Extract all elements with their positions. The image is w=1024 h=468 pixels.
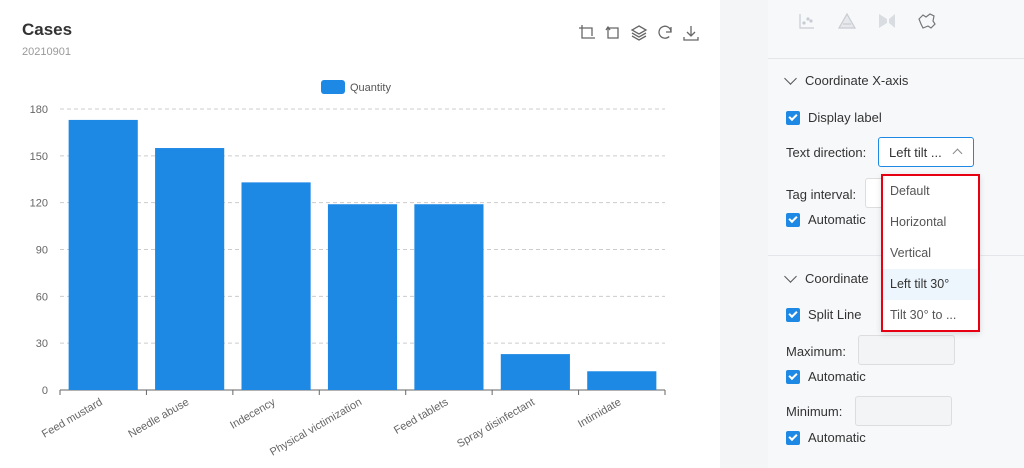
bar: [155, 148, 225, 390]
y-tick-label: 60: [36, 291, 48, 303]
x-tick-label: Spray disinfectant: [455, 396, 537, 450]
divider: [768, 58, 1024, 59]
yaxis-section-header[interactable]: Coordinate: [784, 270, 869, 286]
zoom-icon[interactable]: [577, 23, 597, 43]
maximum-automatic-checkbox[interactable]: [786, 369, 800, 384]
chart-toolbar: [577, 23, 701, 43]
minimum-input[interactable]: [855, 396, 952, 426]
maximum-automatic-text: Automatic: [808, 369, 866, 384]
minimum-automatic-text: Automatic: [808, 430, 866, 445]
y-tick-label: 180: [30, 104, 48, 116]
split-line-checkbox[interactable]: [786, 307, 800, 322]
chart-title: Cases: [22, 20, 73, 39]
maximum-label: Maximum:: [786, 344, 846, 359]
bar: [414, 204, 484, 390]
tag-interval-automatic-row[interactable]: Automatic: [786, 212, 866, 227]
minimum-label: Minimum:: [786, 404, 843, 419]
chart-area: Cases 20210901 0 30 60 90 120 150 180 Feed must…: [22, 20, 701, 459]
chart-type-icons: [796, 10, 938, 32]
x-tick-label: Feed tablets: [392, 396, 451, 437]
y-tick-label: 150: [30, 151, 48, 163]
y-tick-label: 30: [36, 338, 48, 350]
scatter-icon[interactable]: [796, 10, 818, 32]
bar: [587, 371, 657, 390]
minimum-automatic-row[interactable]: Automatic: [786, 430, 866, 445]
triangle-icon[interactable]: [836, 10, 858, 32]
chevron-down-icon: [784, 270, 797, 283]
y-tick-label: 120: [30, 198, 48, 210]
minimum-automatic-checkbox[interactable]: [786, 430, 800, 445]
bar: [241, 182, 311, 390]
display-label-row[interactable]: Display label: [786, 110, 882, 125]
bar: [68, 119, 138, 390]
chevron-down-icon: [784, 72, 797, 85]
display-label-text: Display label: [808, 110, 882, 125]
y-tick-label: 0: [42, 385, 48, 397]
text-direction-dropdown: Default Horizontal Vertical Left tilt 30…: [881, 174, 980, 332]
dropdown-option-vertical[interactable]: Vertical: [890, 246, 931, 260]
funnel-icon[interactable]: [876, 10, 898, 32]
x-tick-label: Needle abuse: [126, 396, 191, 440]
tag-interval-automatic-checkbox[interactable]: [786, 212, 800, 227]
tag-interval-label: Tag interval:: [786, 187, 857, 202]
zoom-reset-icon[interactable]: [603, 23, 623, 43]
text-direction-select[interactable]: Left tilt ...: [878, 137, 974, 167]
tag-interval-automatic-text: Automatic: [808, 212, 866, 227]
y-tick-label: 90: [36, 245, 48, 257]
settings-panel: Coordinate X-axis Display label Text dir…: [768, 0, 1024, 468]
display-label-checkbox[interactable]: [786, 110, 800, 125]
xaxis-header-label: Coordinate X-axis: [805, 73, 909, 88]
legend-swatch: [321, 80, 345, 94]
split-line-text: Split Line: [808, 307, 862, 322]
bar: [500, 354, 570, 390]
maximum-automatic-row[interactable]: Automatic: [786, 369, 866, 384]
x-tick-label: Intimidate: [576, 396, 623, 430]
dropdown-option-tilt-30-to[interactable]: Tilt 30° to ...: [890, 308, 957, 322]
dropdown-option-horizontal[interactable]: Horizontal: [890, 215, 947, 229]
yaxis-header-label: Coordinate: [805, 271, 869, 286]
maximum-input[interactable]: [858, 335, 955, 365]
refresh-icon[interactable]: [655, 23, 675, 43]
stack-icon[interactable]: [629, 23, 649, 43]
bar-chart: 0 30 60 90 120 150 180 Feed mustard Needle abuse…: [30, 80, 666, 459]
dropdown-option-default[interactable]: Default: [890, 184, 930, 198]
split-line-row[interactable]: Split Line: [786, 307, 861, 322]
x-tick-label: Physical victimization: [268, 396, 364, 458]
panel-gutter: [720, 0, 768, 468]
download-icon[interactable]: [681, 23, 701, 43]
text-direction-value: Left tilt ...: [889, 144, 942, 160]
legend-label: Quantity: [350, 82, 391, 94]
xaxis-section-header[interactable]: Coordinate X-axis: [784, 72, 909, 88]
text-direction-label: Text direction:: [786, 145, 867, 160]
dropdown-option-left-tilt-30[interactable]: Left tilt 30°: [883, 269, 978, 300]
bar: [327, 204, 398, 390]
map-icon[interactable]: [916, 10, 938, 32]
x-tick-label: Indecency: [228, 396, 278, 432]
chevron-up-icon: [952, 148, 963, 159]
chart-subtitle: 20210901: [22, 46, 71, 58]
x-tick-label: Feed mustard: [40, 396, 105, 440]
